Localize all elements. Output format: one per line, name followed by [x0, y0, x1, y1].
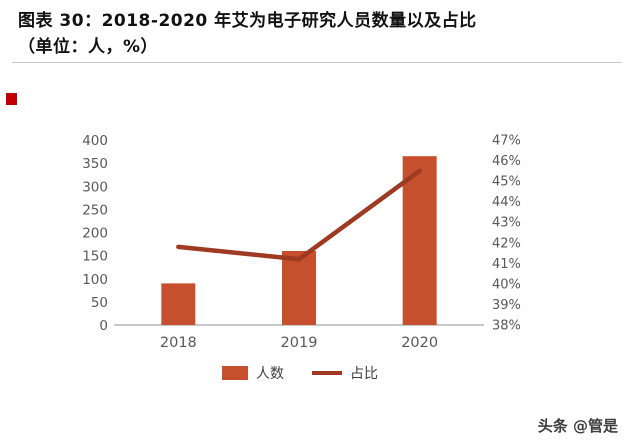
y-axis-right-tick: 42% [492, 236, 521, 251]
legend-item-bar: 人数 [222, 363, 284, 383]
trend-line [176, 168, 422, 262]
chart-title-line2: （单位：人，%） [18, 37, 159, 57]
red-accent-marker [6, 93, 17, 105]
x-axis-label: 2018 [160, 335, 197, 351]
legend-label-bar: 人数 [256, 366, 284, 382]
y-axis-right-tick: 41% [492, 257, 521, 272]
y-axis-right-tick: 45% [492, 175, 521, 190]
y-axis-right-tick: 39% [492, 298, 521, 313]
y-axis-right-tick: 40% [492, 277, 521, 292]
y-axis-left-tick: 400 [82, 133, 108, 149]
line-series-swatch [312, 371, 342, 375]
combo-chart: 0 50 100 150 200 250 300 350 400 38% 39% 40% 41% 42% 4… [82, 133, 521, 351]
bar-2018 [161, 283, 196, 325]
header-divider [12, 62, 622, 63]
y-axis-right-tick: 43% [492, 216, 521, 231]
y-axis-right-tick: 47% [492, 134, 521, 149]
watermark: 头条 @管是 [537, 417, 618, 435]
y-axis-left-tick: 150 [82, 249, 108, 265]
y-axis-left-tick: 350 [82, 156, 108, 172]
legend-item-line: 占比 [312, 363, 378, 383]
bar-series-swatch [222, 366, 248, 380]
y-axis-right-tick: 44% [492, 195, 521, 210]
chart-legend: 人数 占比 [0, 363, 600, 383]
y-axis-right-tick: 46% [492, 154, 521, 169]
y-axis-left-tick: 200 [82, 226, 108, 242]
x-axis-label: 2020 [401, 335, 438, 351]
legend-label-line: 占比 [350, 366, 378, 382]
bar-2020 [402, 156, 437, 325]
bar-2019 [282, 251, 316, 325]
y-axis-left-tick: 50 [91, 295, 108, 311]
y-axis-left-tick: 0 [99, 318, 108, 334]
chart-header: 图表 30：2018-2020 年艾为电子研究人员数量以及占比 （单位：人，%） [18, 8, 618, 60]
y-axis-left-tick: 300 [82, 179, 108, 195]
chart-title-line1: 图表 30：2018-2020 年艾为电子研究人员数量以及占比 [18, 11, 477, 31]
chart-area: 0 50 100 150 200 250 300 350 400 38% 39% 40% 41% 42% 4… [50, 130, 540, 375]
y-axis-left-tick: 250 [82, 202, 108, 218]
x-axis-label: 2019 [281, 335, 318, 351]
y-axis-left-tick: 100 [82, 272, 108, 288]
y-axis-right-tick: 38% [492, 319, 521, 334]
